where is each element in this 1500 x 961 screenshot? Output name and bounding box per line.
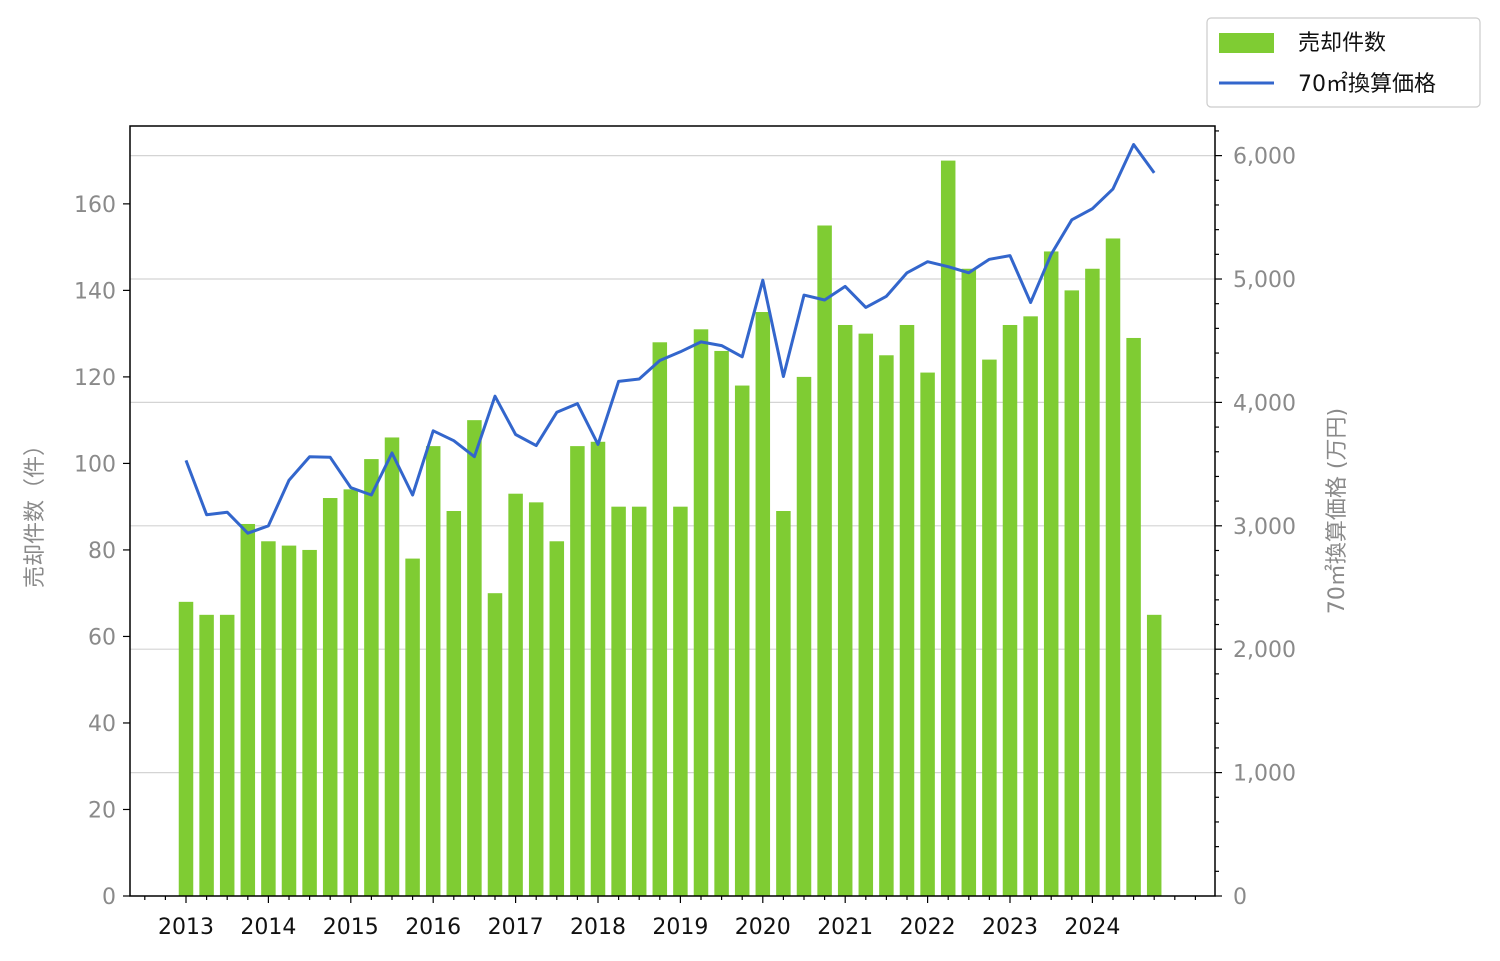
bar-series [178, 160, 1162, 897]
x-tick-label: 2016 [405, 915, 461, 940]
left-tick-label: 160 [74, 193, 116, 218]
bar [1023, 316, 1038, 897]
right-y-axis-label: 70㎡換算価格 (万円) [1324, 408, 1350, 614]
bar [1002, 324, 1018, 896]
bar [837, 324, 853, 896]
left-tick-label: 0 [102, 885, 116, 910]
bar [879, 355, 894, 896]
left-tick-label: 100 [74, 452, 116, 477]
bar [961, 268, 977, 896]
bar [796, 376, 812, 896]
x-tick-label: 2019 [652, 915, 708, 940]
left-tick-label: 140 [74, 279, 116, 304]
bar [261, 541, 276, 896]
right-tick-label: 5,000 [1233, 268, 1296, 293]
left-tick-label: 60 [88, 625, 116, 650]
bar [714, 350, 729, 896]
price-line [184, 143, 1156, 535]
bar [611, 506, 626, 896]
legend-label-line: 70㎡換算価格 [1298, 71, 1436, 97]
bar [425, 446, 441, 896]
bar [590, 441, 606, 896]
bar [364, 459, 379, 896]
x-tick-label: 2020 [735, 915, 791, 940]
legend-label-bar: 売却件数 [1298, 31, 1386, 56]
bar [302, 549, 317, 896]
bar [528, 502, 544, 896]
bar [899, 324, 915, 896]
left-tick-label: 120 [74, 366, 116, 391]
bar [384, 437, 400, 896]
bar [178, 601, 194, 896]
legend-swatch-bar [1219, 33, 1274, 53]
bar [446, 511, 462, 896]
legend-box [1206, 17, 1481, 108]
bar [631, 506, 647, 896]
bar [405, 558, 420, 896]
bar [322, 498, 338, 896]
bar [1105, 238, 1121, 896]
bar [467, 420, 482, 896]
right-tick-label: 6,000 [1233, 145, 1296, 170]
bar [240, 523, 256, 896]
bar [755, 312, 771, 896]
bar [940, 160, 956, 896]
bar [508, 493, 523, 896]
bar [673, 506, 688, 896]
bar [982, 359, 997, 896]
left-tick-label: 40 [88, 712, 116, 737]
bar [1043, 251, 1059, 896]
bar [734, 385, 750, 896]
right-tick-label: 3,000 [1233, 515, 1296, 540]
x-tick-label: 2024 [1064, 915, 1120, 940]
bar [1126, 337, 1141, 896]
x-tick-label: 2023 [982, 915, 1038, 940]
left-tick-label: 20 [88, 798, 116, 823]
right-tick-label: 0 [1233, 885, 1247, 910]
x-tick-label: 2013 [158, 915, 214, 940]
bar [199, 614, 214, 896]
bar [1146, 614, 1162, 896]
x-tick-label: 2021 [817, 915, 873, 940]
bar [487, 593, 503, 896]
x-axis: 2013 2014 2015 2016 2017 2018 2019 2020 2021 2022… [144, 896, 1197, 940]
x-tick-label: 2022 [900, 915, 956, 940]
bar [817, 225, 832, 896]
bar [776, 511, 791, 896]
bar [693, 329, 709, 897]
bar [652, 342, 668, 897]
bar [570, 446, 585, 896]
bar [1085, 268, 1100, 896]
plot-frame [129, 125, 1216, 897]
left-tick-label: 80 [88, 539, 116, 564]
right-tick-label: 1,000 [1233, 762, 1296, 787]
bar [219, 614, 235, 896]
x-tick-label: 2018 [570, 915, 626, 940]
x-tick-label: 2017 [488, 915, 544, 940]
left-y-axis-label: 売却件数（件） [23, 434, 48, 588]
right-tick-label: 2,000 [1233, 638, 1296, 663]
bar [1064, 290, 1080, 896]
bar [549, 541, 565, 896]
x-tick-label: 2014 [240, 915, 296, 940]
left-y-axis: 0 20 40 60 80 100 120 140 160 [74, 193, 130, 910]
bar [858, 333, 874, 896]
bar [920, 372, 935, 897]
legend: 売却件数 70㎡換算価格 [1206, 17, 1481, 108]
right-tick-label: 4,000 [1233, 391, 1296, 416]
bar [281, 545, 297, 896]
bar [343, 489, 359, 896]
line-series [184, 143, 1156, 535]
x-tick-label: 2015 [323, 915, 379, 940]
right-y-axis: 0 1,000 2,000 3,000 4,000 5,000 6,000 [1215, 130, 1296, 910]
